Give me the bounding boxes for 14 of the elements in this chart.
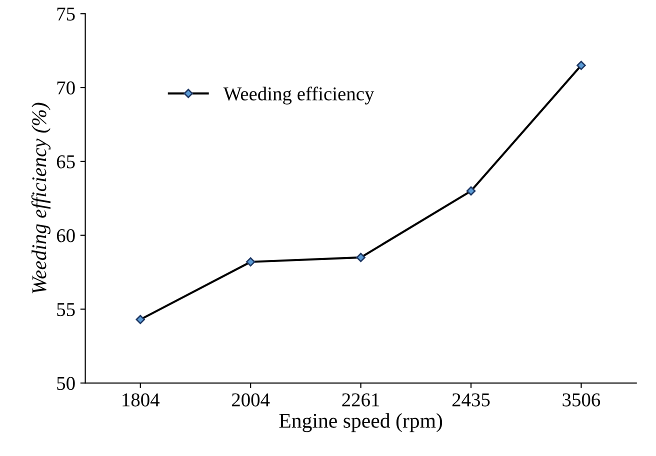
y-tick-label: 65 [56,155,75,168]
x-tick-label: 1804 [122,393,160,406]
y-axis-title: Weeding efficiency (%) [31,102,51,294]
x-tick-label: 3506 [562,393,600,406]
y-tick-label: 60 [56,229,75,242]
x-tick-label: 2435 [452,393,490,406]
y-tick-label: 70 [57,81,75,94]
x-axis-title: Engine speed (rpm) [279,413,442,432]
legend-label: Weeding efficiency [223,86,374,104]
x-tick-label: 2004 [232,393,270,406]
x-tick-label: 2261 [342,393,380,406]
y-tick-label: 75 [57,8,75,21]
y-tick-label: 55 [57,303,75,316]
y-tick-label: 50 [57,376,75,390]
